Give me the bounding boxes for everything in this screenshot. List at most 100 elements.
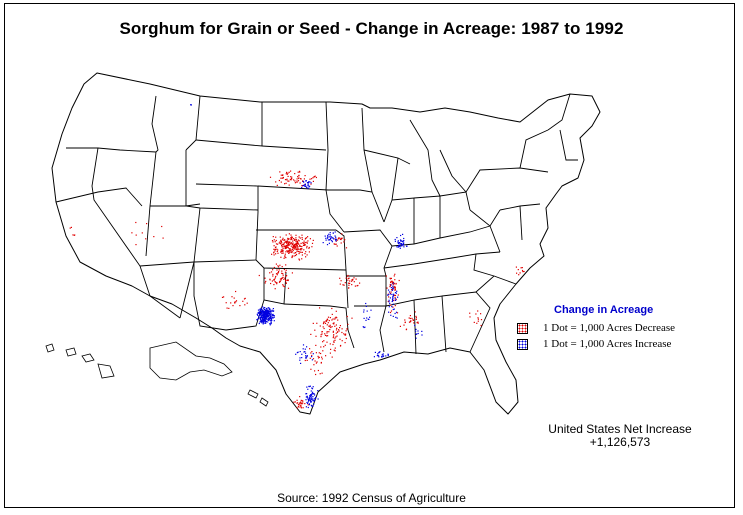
decrease-dot (295, 239, 297, 241)
increase-dot (304, 183, 306, 185)
increase-dot (262, 318, 264, 320)
decrease-dot (338, 330, 340, 332)
increase-dot (264, 316, 266, 318)
decrease-dot (299, 171, 301, 173)
decrease-dot (282, 252, 284, 254)
decrease-dot (319, 373, 321, 375)
decrease-dot (303, 178, 305, 180)
increase-dot (330, 236, 333, 238)
increase-dot (299, 359, 301, 361)
decrease-dot (312, 239, 314, 241)
increase-dot (306, 393, 308, 395)
decrease-dot (409, 317, 411, 320)
increase-dot (269, 314, 271, 316)
decrease-dot (469, 316, 471, 318)
decrease-dot (294, 254, 297, 257)
decrease-dot (270, 271, 273, 273)
increase-dot (269, 308, 271, 310)
decrease-dot (292, 248, 294, 250)
decrease-dot (333, 341, 335, 343)
decrease-dot (275, 273, 278, 275)
decrease-dot (307, 404, 309, 406)
decrease-dot (317, 357, 320, 359)
increase-dot (397, 240, 399, 242)
increase-dot (421, 330, 423, 332)
decrease-dot (281, 239, 284, 241)
decrease-dot (273, 266, 275, 269)
decrease-dot (70, 226, 72, 228)
decrease-dot (347, 277, 349, 280)
increase-dot (262, 320, 264, 322)
decrease-dot (294, 244, 296, 246)
increase-dot (383, 355, 385, 357)
increase-dot (262, 306, 264, 308)
decrease-dot (286, 242, 288, 244)
increase-dot (308, 182, 310, 184)
decrease-dot (391, 289, 393, 291)
decrease-dot (275, 236, 277, 238)
decrease-dot (340, 242, 342, 244)
decrease-dot (309, 357, 311, 359)
decrease-dot (276, 269, 278, 271)
increase-dot (265, 312, 267, 314)
increase-dot (310, 395, 312, 397)
decrease-dot (326, 332, 328, 334)
increase-dot (391, 293, 393, 295)
decrease-dot (274, 277, 276, 279)
increase-dot (392, 287, 394, 289)
decrease-dot (283, 239, 285, 241)
decrease-dot (258, 274, 260, 277)
increase-dot (269, 310, 271, 312)
increase-dot (381, 354, 383, 356)
decrease-dot (393, 283, 395, 285)
increase-dot (421, 334, 423, 336)
decrease-dot (331, 319, 333, 321)
increase-dot (272, 315, 274, 317)
decrease-dot (335, 324, 337, 326)
decrease-dot (348, 282, 350, 284)
decrease-dot (290, 251, 292, 253)
increase-dot (389, 297, 391, 299)
decrease-dot (297, 176, 299, 178)
decrease-dot (315, 362, 317, 364)
legend-label-increase: 1 Dot = 1,000 Acres Increase (543, 338, 672, 350)
decrease-dot (312, 322, 314, 324)
increase-dot (269, 312, 271, 314)
increase-dot (257, 309, 260, 311)
increase-dot (370, 309, 372, 311)
increase-dot (260, 313, 262, 315)
decrease-dot (285, 282, 287, 284)
decrease-dot (345, 337, 347, 340)
increase-dot (269, 318, 271, 320)
decrease-dot (274, 288, 276, 290)
decrease-dot (300, 405, 302, 407)
decrease-dot (304, 253, 306, 255)
decrease-dot (321, 333, 323, 335)
increase-dot (363, 309, 365, 311)
decrease-dot (292, 249, 294, 252)
increase-dot (403, 240, 405, 242)
increase-dot (305, 399, 307, 401)
decrease-dot (333, 322, 335, 324)
increase-dot (391, 306, 393, 308)
decrease-dots (69, 170, 525, 409)
decrease-dot (299, 251, 301, 253)
decrease-dot (328, 320, 330, 322)
decrease-dot (284, 183, 286, 185)
decrease-dot (289, 243, 291, 245)
increase-dot (259, 310, 261, 312)
decrease-dot (284, 271, 287, 273)
decrease-dot (277, 243, 279, 245)
increase-dot (387, 289, 390, 291)
decrease-dot (297, 242, 299, 244)
decrease-dot (347, 274, 349, 277)
decrease-dot (287, 237, 289, 239)
increase-dot (399, 242, 401, 244)
increase-dot (261, 309, 263, 311)
decrease-dot (287, 279, 289, 281)
decrease-dot (288, 252, 290, 254)
increase-dot (312, 400, 314, 402)
increase-dot (267, 309, 269, 311)
decrease-dot (288, 184, 290, 186)
increase-dot (332, 237, 334, 239)
